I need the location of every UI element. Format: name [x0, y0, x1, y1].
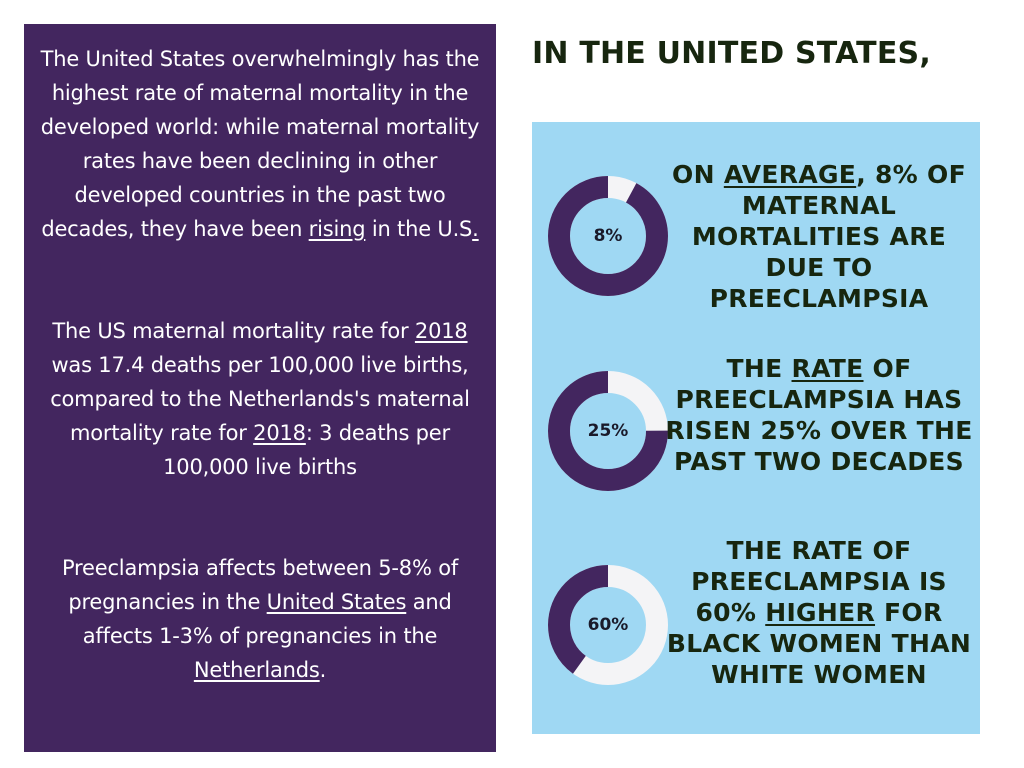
text-segment: : 3 deaths per 100,000 live births: [163, 421, 450, 479]
donut-chart-25: 25%: [548, 371, 668, 491]
text-segment: was 17.4 deaths per 100,000 live births,…: [50, 353, 470, 445]
paragraph-mortality-rates: The US maternal mortality rate for 2018 …: [32, 314, 488, 484]
donut-arc: [548, 371, 668, 491]
info-panel: The United States overwhelmingly has the…: [24, 24, 496, 752]
stat-text-rate: THE RATE OF PREECLAMPSIA HAS RISEN 25% O…: [664, 353, 974, 477]
stat-link-rate[interactable]: RATE: [791, 354, 864, 383]
stat-link-average[interactable]: AVERAGE: [723, 160, 857, 189]
stat-text-segment: OF PREECLAMPSIA HAS RISEN 25% OVER THE P…: [665, 354, 973, 476]
donut-arc: [548, 176, 668, 296]
stat-text-average: ON AVERAGE, 8% OF MATERNAL MORTALITIES A…: [664, 159, 974, 314]
stat-text-segment: ON: [672, 160, 724, 189]
text-segment: .: [319, 658, 327, 682]
link-rising[interactable]: rising: [308, 217, 366, 241]
stat-link-higher[interactable]: HIGHER: [765, 598, 876, 627]
text-segment: The US maternal mortality rate for: [52, 319, 415, 343]
stat-text-segment: THE: [726, 354, 792, 383]
donut-ring: [548, 176, 668, 296]
stats-panel: 8% ON AVERAGE, 8% OF MATERNAL MORTALITIE…: [532, 122, 980, 734]
link-united-states[interactable]: United States: [266, 590, 407, 614]
link-period[interactable]: .: [472, 217, 479, 241]
text-segment: in the U.S: [365, 217, 473, 241]
headline: IN THE UNITED STATES,: [532, 36, 931, 71]
stat-text-segment: THE RATE OF PREECLAMPSIA IS 60%: [691, 536, 947, 627]
text-segment: The United States overwhelmingly has the…: [40, 47, 480, 241]
link-2018-netherlands[interactable]: 2018: [253, 421, 306, 445]
paragraph-preeclampsia-rates: Preeclampsia affects between 5-8% of pre…: [32, 551, 488, 687]
donut-label: 8%: [593, 226, 623, 246]
donut-chart-8: 8%: [548, 176, 668, 296]
text-segment: Preeclampsia affects between 5-8% of pre…: [61, 556, 459, 614]
link-2018-us[interactable]: 2018: [414, 319, 468, 343]
stat-text-segment: , 8% OF MATERNAL MORTALITIES ARE DUE TO …: [691, 160, 966, 313]
stat-text-segment: FOR BLACK WOMEN THAN WHITE WOMEN: [666, 598, 972, 689]
paragraph-mortality-trend: The United States overwhelmingly has the…: [32, 42, 488, 246]
text-segment: and affects 1-3% of pregnancies in the: [82, 590, 452, 648]
link-netherlands[interactable]: Netherlands: [193, 658, 320, 682]
donut-ring: [548, 565, 668, 685]
donut-label: 25%: [587, 421, 629, 441]
donut-chart-60: 60%: [548, 565, 668, 685]
donut-label: 60%: [587, 615, 629, 635]
donut-ring: [548, 371, 668, 491]
stat-text-higher: THE RATE OF PREECLAMPSIA IS 60% HIGHER F…: [664, 535, 974, 690]
donut-arc: [548, 565, 668, 685]
